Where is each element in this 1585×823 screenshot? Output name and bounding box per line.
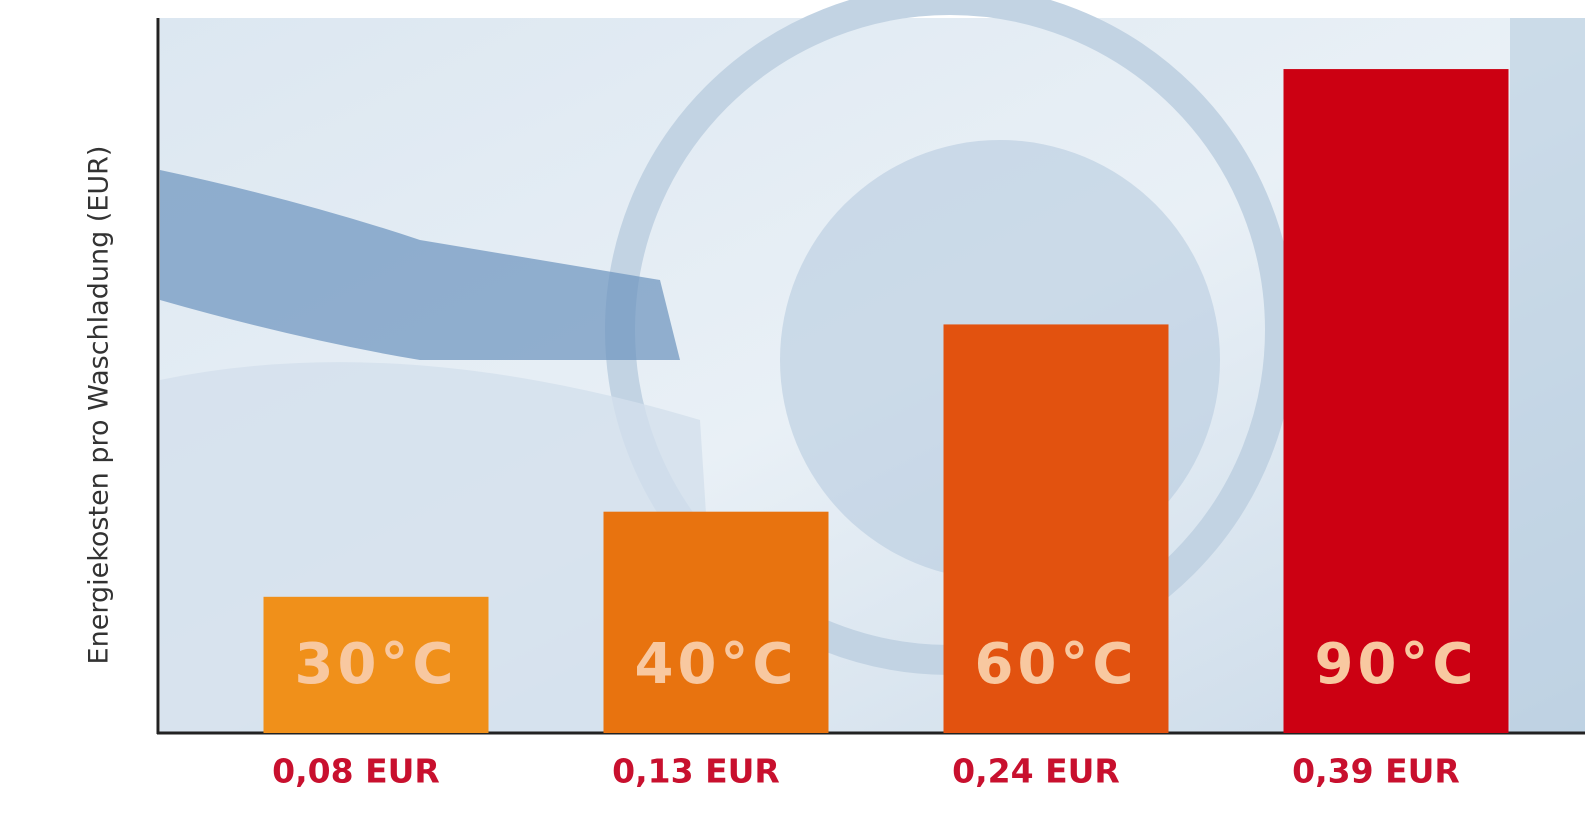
- bar: [1283, 69, 1509, 734]
- value-label: 0,24 EUR: [952, 752, 1120, 791]
- y-axis-label: Energiekosten pro Waschladung (EUR): [84, 146, 115, 665]
- value-label: 0,08 EUR: [272, 752, 440, 791]
- value-label: 0,39 EUR: [1292, 752, 1460, 791]
- arm: [160, 170, 680, 360]
- bar-category-label: 60°C: [974, 632, 1137, 697]
- value-label: 0,13 EUR: [612, 752, 780, 791]
- bar-category-label: 30°C: [294, 632, 457, 697]
- machine-edge: [1510, 18, 1585, 732]
- bar-category-label: 40°C: [634, 632, 797, 697]
- bar: [263, 596, 489, 733]
- bar: [943, 324, 1169, 733]
- bar: [603, 511, 829, 733]
- bar-category-label: 90°C: [1314, 632, 1477, 697]
